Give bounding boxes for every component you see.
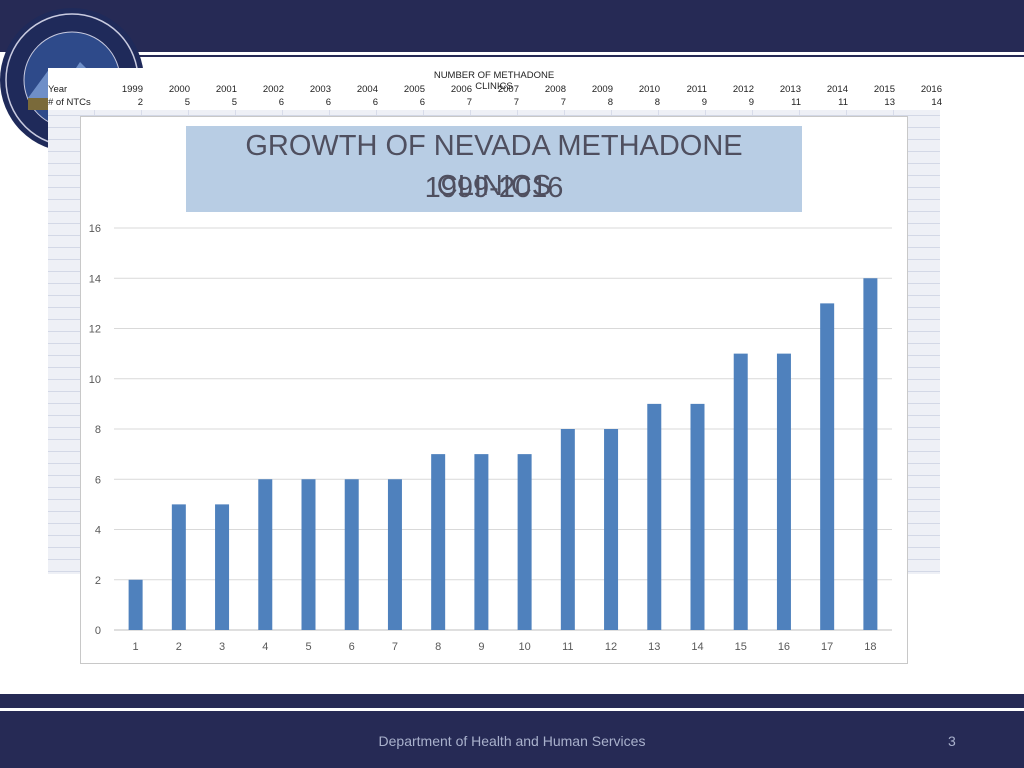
- table-title: NUMBER OF METHADONE CLINICS: [433, 70, 555, 92]
- table-cell-count: 8: [654, 97, 660, 108]
- chart-title-box: GROWTH OF NEVADA METHADONE CLINICS 1999-…: [186, 126, 802, 212]
- table-cell-year: 1999: [121, 84, 143, 95]
- bar: [517, 454, 532, 630]
- bar: [344, 479, 359, 630]
- table-cell-year: 2008: [544, 84, 566, 95]
- bar: [171, 504, 186, 630]
- x-tick-label: 13: [648, 641, 660, 653]
- bar: [690, 403, 705, 630]
- table-cell-year: 2011: [686, 84, 707, 95]
- table-cell-count: 6: [325, 97, 331, 108]
- table-cell-count: 6: [372, 97, 378, 108]
- table-cell-count: 6: [278, 97, 284, 108]
- x-tick-label: 15: [735, 641, 747, 653]
- table-cell-year: 2005: [403, 84, 425, 95]
- table-cell-year: 2003: [309, 84, 331, 95]
- table-cell-count: 7: [466, 97, 472, 108]
- y-tick-label: 12: [89, 324, 101, 336]
- table-cell-count: 8: [607, 97, 613, 108]
- y-tick-label: 14: [89, 273, 101, 285]
- table-cell-year: 2010: [638, 84, 660, 95]
- footer-text: Department of Health and Human Services: [378, 733, 646, 749]
- bar: [776, 353, 791, 630]
- bar: [474, 454, 489, 630]
- table-cell-count: 9: [701, 97, 707, 108]
- x-tick-label: 6: [349, 641, 355, 653]
- row-label-count: # of NTCs: [48, 97, 91, 108]
- x-tick-label: 4: [262, 641, 268, 653]
- y-tick-label: 2: [95, 575, 101, 587]
- bar: [301, 479, 316, 630]
- table-cell-year: 2001: [215, 84, 237, 95]
- footer: Department of Health and Human Services …: [0, 711, 1024, 768]
- bar: [560, 429, 575, 630]
- table-cell-count: 11: [838, 97, 848, 108]
- page-number: 3: [948, 733, 956, 749]
- bar: [258, 479, 273, 630]
- table-cell-year: 2012: [732, 84, 754, 95]
- footer-band: [0, 694, 1024, 708]
- y-tick-label: 10: [89, 374, 101, 386]
- table-cell-count: 13: [884, 97, 895, 108]
- x-tick-label: 1: [133, 641, 139, 653]
- y-tick-label: 16: [89, 223, 101, 235]
- y-tick-label: 8: [95, 424, 101, 436]
- x-tick-label: 8: [435, 641, 441, 653]
- x-tick-label: 12: [605, 641, 617, 653]
- table-cell-count: 2: [137, 97, 143, 108]
- bar: [215, 504, 230, 630]
- table-cell-year: 2000: [168, 84, 190, 95]
- row-label-year: Year: [48, 84, 68, 95]
- table-cell-count: 5: [231, 97, 237, 108]
- table-cell-count: 7: [560, 97, 566, 108]
- table-cell-year: 2015: [873, 84, 895, 95]
- table-cell-count: 14: [931, 97, 942, 108]
- bar: [431, 454, 446, 630]
- y-tick-label: 6: [95, 474, 101, 486]
- table-cell-year: 2002: [262, 84, 284, 95]
- x-tick-label: 18: [864, 641, 876, 653]
- bar: [387, 479, 402, 630]
- x-tick-label: 11: [562, 641, 573, 653]
- x-tick-label: 14: [691, 641, 703, 653]
- chart-title: GROWTH OF NEVADA METHADONE CLINICS: [245, 130, 743, 202]
- table-cell-count: 7: [513, 97, 519, 108]
- header-rule: [120, 55, 1024, 57]
- table-cell-year: 2009: [591, 84, 613, 95]
- table-cell-year: 2016: [920, 84, 942, 95]
- header-bar: [0, 0, 1024, 52]
- x-tick-label: 3: [219, 641, 225, 653]
- bar: [647, 403, 662, 630]
- table-cell-year: 2013: [779, 84, 801, 95]
- bar: [604, 429, 619, 630]
- table-cell-count: 9: [748, 97, 754, 108]
- table-cell-count: 11: [791, 97, 801, 108]
- chart-subtitle: 1999-2016: [424, 172, 564, 204]
- y-tick-label: 0: [95, 625, 101, 637]
- bar: [733, 353, 748, 630]
- table-cell-count: 6: [419, 97, 425, 108]
- bar: [128, 579, 143, 630]
- x-tick-label: 5: [305, 641, 311, 653]
- table-cell-year: 2006: [450, 84, 472, 95]
- table-cell-year: 2014: [826, 84, 848, 95]
- table-cell-count: 5: [184, 97, 190, 108]
- x-tick-label: 7: [392, 641, 398, 653]
- table-cell-year: 2007: [497, 84, 519, 95]
- y-tick-label: 4: [95, 525, 101, 537]
- x-tick-label: 2: [176, 641, 182, 653]
- x-tick-label: 17: [821, 641, 833, 653]
- x-tick-label: 16: [778, 641, 790, 653]
- bar: [820, 303, 835, 630]
- table-cell-year: 2004: [356, 84, 378, 95]
- bar: [863, 278, 878, 630]
- x-tick-label: 9: [478, 641, 484, 653]
- data-table: NUMBER OF METHADONE CLINICS Year # of NT…: [48, 68, 942, 110]
- x-tick-label: 10: [518, 641, 530, 653]
